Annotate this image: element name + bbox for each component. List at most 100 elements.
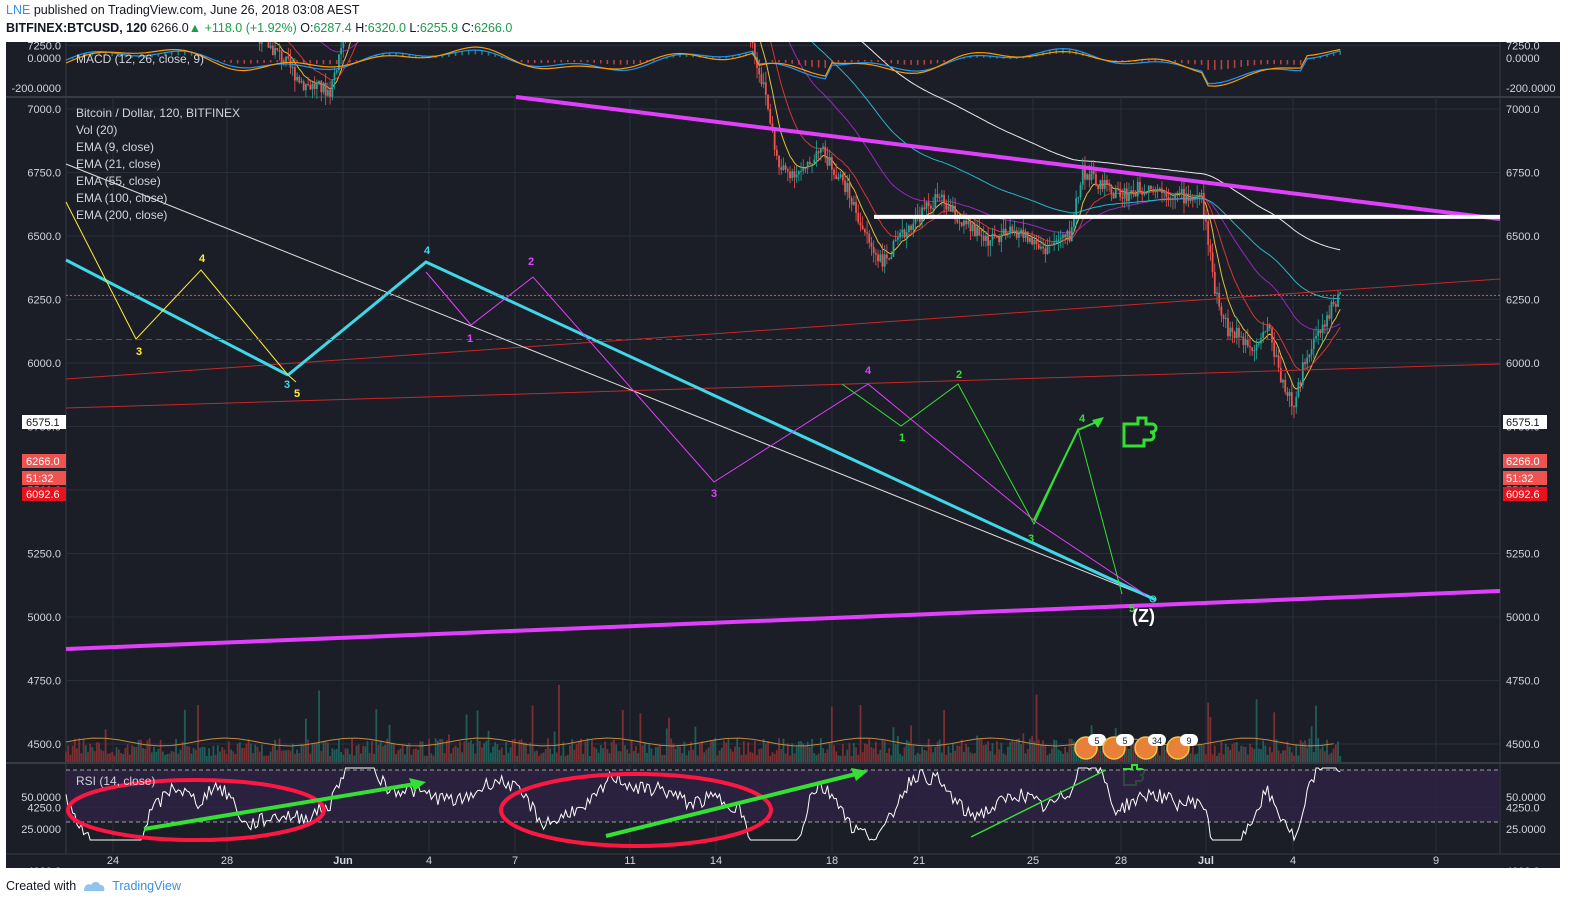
legend-ema200[interactable]: EMA (200, close) [76, 208, 167, 222]
candle-body [1205, 219, 1207, 222]
macd-title[interactable]: MACD (12, 26, close, 9) [76, 52, 204, 66]
volume-bar [126, 744, 129, 762]
macd-histogram-bar [593, 60, 595, 63]
volume-bar [1286, 741, 1289, 762]
candle-body [1260, 337, 1262, 344]
volume-bar [1123, 749, 1126, 762]
close-label: C: [461, 21, 475, 35]
volume-bar [511, 739, 514, 762]
candle-body [1048, 244, 1051, 246]
candle-body [1275, 355, 1278, 357]
candle-body [929, 205, 932, 209]
candle-body [1123, 188, 1126, 199]
candle-body [1035, 239, 1038, 245]
rsi-title[interactable]: RSI (14, close) [76, 774, 155, 788]
volume-bar [795, 745, 798, 762]
legend-ema100[interactable]: EMA (100, close) [76, 191, 167, 205]
legend-series[interactable]: Bitcoin / Dollar, 120, BITFINEX [76, 106, 240, 120]
volume-bar [525, 742, 527, 762]
legend-ema21[interactable]: EMA (21, close) [76, 157, 161, 171]
candle-body [1211, 252, 1214, 272]
footer-brand-link[interactable]: TradingView [112, 879, 181, 893]
volume-bar [230, 749, 232, 762]
macd-histogram-bar [1187, 60, 1190, 64]
volume-bar [692, 749, 695, 762]
candle-body [320, 80, 323, 93]
volume-bar [1306, 747, 1309, 762]
volume-bar [976, 735, 979, 762]
macd-histogram-bar [78, 54, 81, 58]
volume-bar [522, 742, 525, 762]
macd-histogram-bar [566, 60, 569, 62]
event-count-badge [1088, 734, 1106, 746]
volume-bar [940, 752, 943, 762]
volume-bar [388, 724, 391, 762]
macd-histogram-bar [672, 55, 675, 58]
volume-bar [494, 742, 497, 762]
candle-body [1220, 306, 1223, 316]
candle-body [1033, 239, 1036, 245]
author-link[interactable]: LNE [6, 3, 31, 17]
volume-bar [866, 744, 868, 762]
volume-bar [1337, 741, 1339, 762]
footer: Created with TradingView [6, 879, 181, 893]
volume-bar [828, 743, 831, 762]
macd-histogram-bar [619, 60, 622, 65]
volume-bar [564, 755, 567, 762]
rsi-tick-left-25: 25.0000 [21, 824, 61, 836]
volume-bar [1238, 751, 1240, 762]
candle-body [1290, 392, 1293, 407]
legend-volume[interactable]: Vol (20) [76, 123, 117, 137]
volume-bar [1048, 753, 1051, 762]
volume-bar [274, 740, 276, 762]
macd-histogram-bar [784, 60, 787, 63]
candle-body [1132, 190, 1135, 195]
volume-bar [254, 744, 257, 762]
volume-bar [1207, 702, 1210, 762]
volume-bar [800, 741, 802, 762]
candle-body [326, 90, 329, 96]
macd-histogram-bar [263, 60, 265, 63]
candle-body [932, 208, 934, 210]
macd-histogram-bar [553, 60, 556, 63]
macd-histogram-bar [223, 60, 226, 63]
volume-bar [507, 752, 510, 762]
volume-bar [1161, 740, 1163, 762]
candle-body [1055, 240, 1058, 243]
y-tick-right: 6250.0 [1506, 295, 1540, 307]
volume-bar [346, 748, 349, 762]
legend-ema55[interactable]: EMA (55, close) [76, 174, 161, 188]
volume-bar [1216, 755, 1218, 762]
macd-line [65, 47, 1341, 85]
y-tick-right: 6750.0 [1506, 168, 1540, 180]
candle-body [773, 129, 776, 150]
macd-histogram-bar [923, 60, 926, 65]
macd-histogram-bar [98, 51, 100, 56]
macd-histogram-bar [494, 53, 496, 57]
candle-body [815, 151, 818, 160]
volume-bar [252, 752, 254, 762]
volume-bar [1101, 750, 1104, 762]
macd-histogram-bar [65, 60, 67, 61]
macd-histogram-bar [527, 60, 529, 63]
macd-histogram-bar [573, 60, 576, 62]
volume-bar [1165, 749, 1168, 762]
candle-body [780, 167, 783, 170]
candle-body [311, 83, 314, 90]
volume-bar [1317, 738, 1320, 762]
volume-bar [586, 738, 589, 762]
volume-bar [830, 706, 833, 762]
volume-bar [725, 742, 728, 762]
candle-body [293, 67, 296, 81]
volume-bar [489, 752, 492, 762]
candle-body [855, 201, 857, 213]
event-badges[interactable]: 5 5 34 9 [1074, 734, 1198, 760]
legend-ema9[interactable]: EMA (9, close) [76, 140, 154, 154]
candle-body [1070, 226, 1073, 242]
volume-bar [159, 739, 162, 762]
volume-bar [762, 738, 765, 762]
volume-bar [467, 742, 470, 762]
macd-histogram-bar [395, 52, 397, 57]
